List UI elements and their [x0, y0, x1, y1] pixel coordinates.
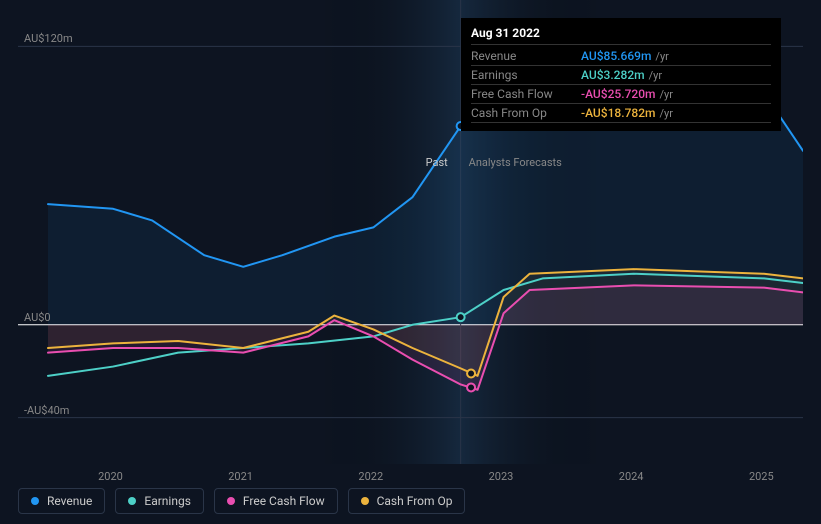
legend-label: Earnings: [144, 494, 191, 508]
tooltip-row-label: Revenue: [471, 49, 581, 63]
tooltip-row-label: Cash From Op: [471, 106, 581, 120]
tooltip-row-label: Free Cash Flow: [471, 87, 581, 101]
tooltip-row-label: Earnings: [471, 68, 581, 82]
legend-dot-icon: [31, 497, 39, 505]
tooltip-row-value: -AU$18.782m: [581, 106, 656, 120]
tooltip-row-unit: /yr: [660, 88, 673, 101]
x-axis-label: 2021: [228, 470, 253, 483]
forecast-label: Analysts Forecasts: [469, 156, 562, 169]
x-axis-label: 2024: [619, 470, 644, 483]
legend-item[interactable]: Free Cash Flow: [214, 488, 338, 514]
tooltip-date: Aug 31 2022: [471, 26, 771, 45]
legend-item[interactable]: Earnings: [115, 488, 204, 514]
y-axis-label: -AU$40m: [24, 404, 69, 417]
y-axis-label: AU$0: [24, 311, 51, 324]
tooltip-row: Cash From Op-AU$18.782m/yr: [471, 104, 771, 123]
tooltip-row-unit: /yr: [660, 107, 673, 120]
legend-dot-icon: [361, 497, 369, 505]
legend-label: Cash From Op: [377, 494, 453, 508]
chart-tooltip: Aug 31 2022 RevenueAU$85.669m/yrEarnings…: [461, 18, 781, 131]
x-axis-label: 2023: [489, 470, 514, 483]
tooltip-row-unit: /yr: [655, 50, 668, 63]
x-axis-label: 2020: [98, 470, 123, 483]
tooltip-row-value: -AU$25.720m: [581, 87, 656, 101]
past-label: Past: [426, 156, 448, 169]
legend-dot-icon: [227, 497, 235, 505]
tooltip-row: EarningsAU$3.282m/yr: [471, 66, 771, 85]
tooltip-row: Free Cash Flow-AU$25.720m/yr: [471, 85, 771, 104]
legend-label: Revenue: [47, 494, 92, 508]
y-axis-label: AU$120m: [24, 32, 73, 45]
tooltip-rows: RevenueAU$85.669m/yrEarningsAU$3.282m/yr…: [471, 47, 771, 123]
financial-chart: AU$120m AU$0 -AU$40m Past Analysts Forecasts…: [0, 0, 821, 524]
legend-item[interactable]: Revenue: [18, 488, 105, 514]
tooltip-row-value: AU$85.669m: [581, 49, 651, 63]
legend-dot-icon: [128, 497, 136, 505]
x-axis-label: 2022: [358, 470, 383, 483]
x-axis-label: 2025: [749, 470, 774, 483]
tooltip-row: RevenueAU$85.669m/yr: [471, 47, 771, 66]
tooltip-row-value: AU$3.282m: [581, 68, 645, 82]
chart-legend: Revenue Earnings Free Cash Flow Cash From O…: [18, 488, 465, 514]
legend-item[interactable]: Cash From Op: [348, 488, 466, 514]
legend-label: Free Cash Flow: [243, 494, 325, 508]
tooltip-row-unit: /yr: [649, 69, 662, 82]
